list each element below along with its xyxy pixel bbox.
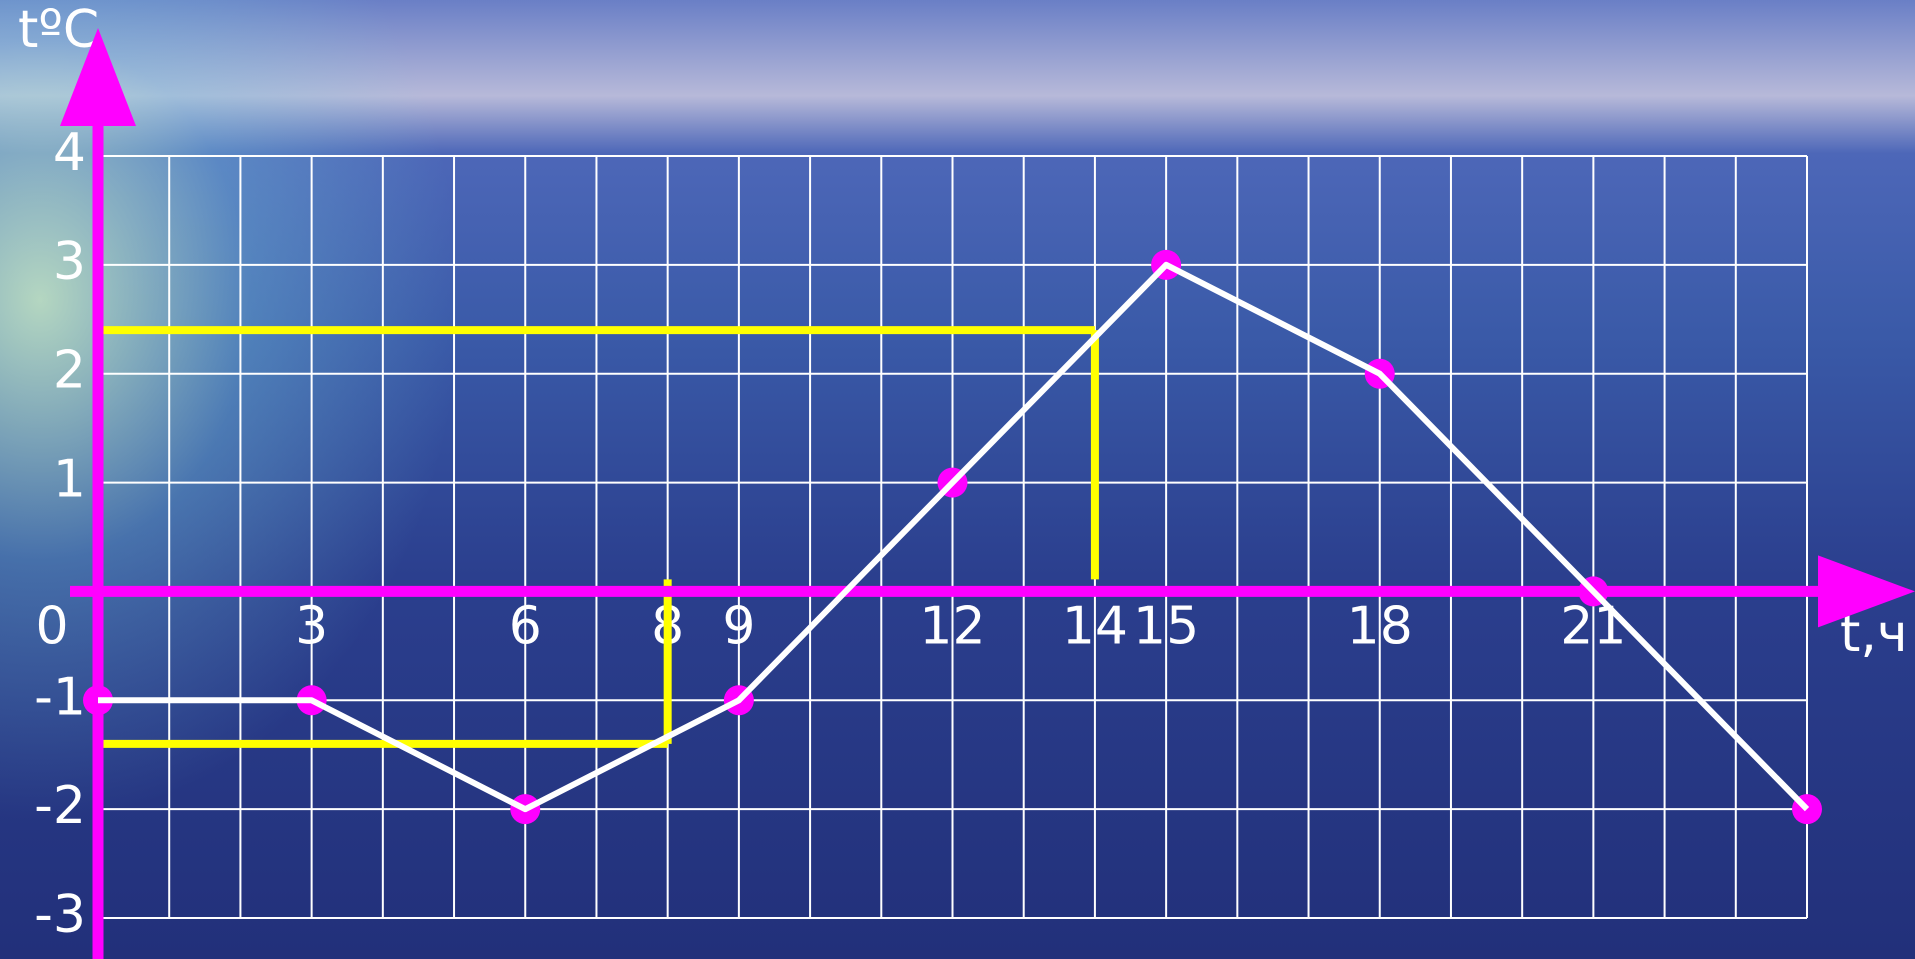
x-tick-label: 18 xyxy=(1347,596,1413,656)
y-tick-label: 4 xyxy=(53,123,86,183)
x-tick-label: 15 xyxy=(1133,596,1199,656)
chart: tºC t,ч -3-2-11234036891214151821 xyxy=(0,0,1915,959)
x-tick-label: 12 xyxy=(919,596,985,656)
y-tick-label: -3 xyxy=(34,885,86,945)
y-axis-label: tºC xyxy=(18,0,99,60)
x-tick-label: 0 xyxy=(35,596,68,656)
background: tºC t,ч -3-2-11234036891214151821 xyxy=(0,0,1915,959)
x-tick-label: 9 xyxy=(722,596,755,656)
y-tick-label: 1 xyxy=(53,450,86,510)
y-tick-label: -2 xyxy=(34,776,86,836)
x-tick-label: 6 xyxy=(509,596,542,656)
y-tick-label: 3 xyxy=(53,232,86,292)
y-tick-label: -1 xyxy=(34,667,86,727)
y-tick-label: 2 xyxy=(53,341,86,401)
x-tick-label: 3 xyxy=(295,596,328,656)
x-tick-label: 14 xyxy=(1062,596,1128,656)
